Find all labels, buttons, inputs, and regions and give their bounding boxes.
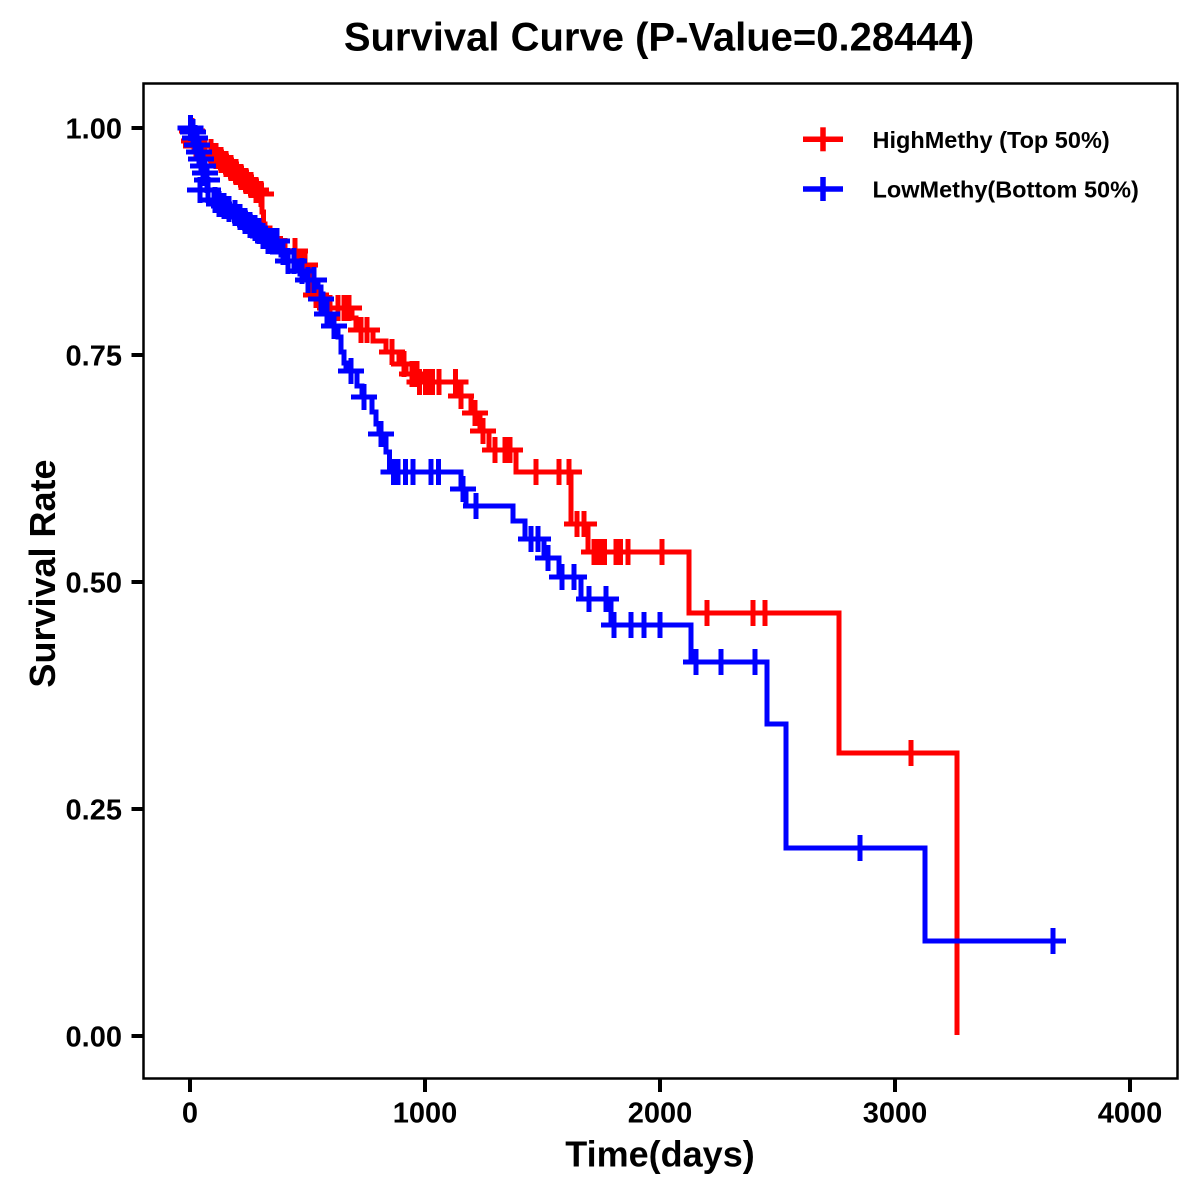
svg-text:2000: 2000 bbox=[628, 1098, 693, 1130]
svg-text:Survival Curve (P-Value=0.2844: Survival Curve (P-Value=0.28444) bbox=[344, 16, 974, 60]
svg-text:0.50: 0.50 bbox=[66, 567, 122, 599]
svg-text:0.75: 0.75 bbox=[66, 340, 122, 372]
svg-text:1000: 1000 bbox=[393, 1098, 458, 1130]
svg-text:Survival Rate: Survival Rate bbox=[22, 459, 63, 687]
svg-text:LowMethy(Bottom 50%): LowMethy(Bottom 50%) bbox=[873, 177, 1139, 203]
svg-text:Time(days): Time(days) bbox=[565, 1134, 754, 1175]
svg-text:4000: 4000 bbox=[1098, 1098, 1163, 1130]
svg-text:1.00: 1.00 bbox=[66, 113, 122, 145]
svg-text:HighMethy (Top 50%): HighMethy (Top 50%) bbox=[873, 127, 1110, 153]
svg-text:0.00: 0.00 bbox=[66, 1021, 122, 1053]
svg-text:0: 0 bbox=[182, 1098, 198, 1130]
svg-text:3000: 3000 bbox=[863, 1098, 928, 1130]
svg-text:0.25: 0.25 bbox=[66, 794, 122, 826]
